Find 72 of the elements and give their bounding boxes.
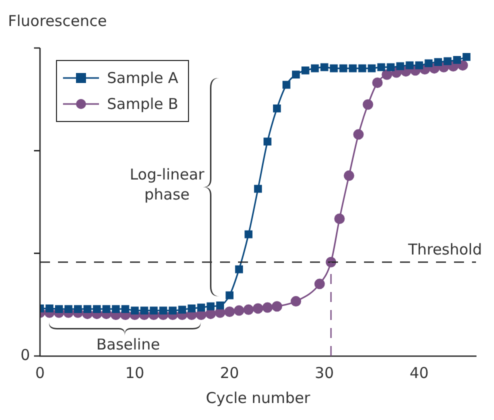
point (92, 305, 101, 313)
annotation: Log-linear phase (130, 165, 206, 204)
point (197, 304, 206, 312)
point (254, 184, 262, 193)
point (339, 64, 348, 72)
legend-label: Sample B (107, 95, 178, 113)
point (348, 64, 357, 72)
point (272, 301, 282, 312)
point (159, 306, 168, 314)
x-tick-label: 10 (125, 364, 144, 382)
point (372, 77, 383, 88)
point (330, 64, 338, 72)
point (178, 306, 186, 314)
point (252, 303, 264, 314)
point (55, 305, 63, 313)
point (382, 69, 392, 80)
point (386, 63, 395, 72)
point (462, 53, 470, 61)
point (264, 138, 272, 146)
point (301, 66, 310, 74)
annotation: Baseline (96, 335, 160, 354)
point (273, 104, 281, 112)
point (206, 302, 215, 310)
point (188, 304, 196, 312)
ref-line-label: Threshold (407, 240, 482, 258)
point (334, 213, 345, 224)
point (310, 64, 319, 72)
point (406, 61, 414, 70)
point (434, 58, 442, 66)
y-axis-title: Fluorescence (8, 12, 107, 30)
point (396, 62, 404, 70)
point (244, 230, 252, 238)
point (112, 305, 120, 313)
point (46, 304, 54, 312)
point (262, 302, 273, 313)
point (358, 64, 366, 72)
point (282, 80, 290, 89)
x-tick-label: 20 (220, 364, 240, 382)
point (74, 305, 82, 313)
legend-label: Sample A (107, 69, 178, 87)
point (243, 304, 254, 315)
point (168, 306, 177, 314)
point (226, 291, 234, 300)
point (362, 99, 374, 110)
point (377, 63, 386, 72)
text: 0 (20, 346, 30, 364)
point (320, 63, 328, 72)
point (150, 306, 158, 314)
point (415, 61, 424, 70)
point (121, 305, 130, 313)
point (290, 296, 302, 307)
point (216, 302, 224, 310)
point (344, 170, 354, 181)
point (235, 265, 243, 274)
x-axis-title: Cycle number (206, 388, 311, 407)
point (83, 305, 92, 313)
point (64, 305, 72, 313)
point (453, 56, 461, 64)
point (140, 306, 148, 314)
x-tick-label: 40 (410, 364, 429, 382)
point (353, 129, 364, 140)
x-tick-label: 0 (35, 364, 45, 382)
point (130, 306, 139, 314)
point (424, 59, 433, 68)
x-tick-label: 30 (314, 364, 334, 382)
point (368, 64, 376, 72)
point (292, 70, 300, 79)
point (224, 306, 235, 317)
point (444, 57, 452, 66)
point (102, 305, 110, 313)
point (234, 305, 244, 316)
point (314, 278, 325, 290)
